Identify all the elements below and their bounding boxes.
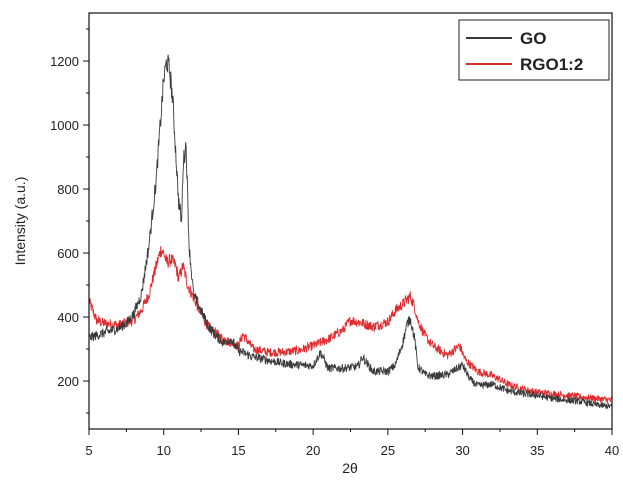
x-tick-label: 30 xyxy=(455,443,469,458)
series-layer xyxy=(88,54,613,409)
x-tick-label: 25 xyxy=(381,443,395,458)
x-axis: 5 10 15 20 25 30 35 40 xyxy=(85,429,619,458)
legend-label-go: GO xyxy=(520,29,546,48)
legend-label-rgo: RGO1:2 xyxy=(520,55,583,74)
legend: GO RGO1:2 xyxy=(458,19,610,81)
y-tick-label: 400 xyxy=(57,310,79,325)
x-tick-label: 35 xyxy=(530,443,544,458)
y-tick-label: 200 xyxy=(57,374,79,389)
y-tick-label: 1200 xyxy=(50,54,79,69)
legend-box xyxy=(458,19,610,81)
y-tick-label: 600 xyxy=(57,246,79,261)
x-tick-label: 20 xyxy=(306,443,320,458)
series-line-rgo xyxy=(88,245,613,405)
x-axis-label: 2θ xyxy=(342,460,358,476)
series-line-go xyxy=(88,54,613,409)
x-tick-label: 10 xyxy=(156,443,170,458)
y-tick-label: 1000 xyxy=(50,118,79,133)
y-tick-label: 800 xyxy=(57,182,79,197)
x-tick-label: 15 xyxy=(231,443,245,458)
x-tick-label: 40 xyxy=(605,443,619,458)
y-axis-label: Intensity (a.u.) xyxy=(12,177,28,266)
y-axis: 200 400 600 800 1000 1200 xyxy=(50,28,89,414)
x-tick-label: 5 xyxy=(85,443,92,458)
